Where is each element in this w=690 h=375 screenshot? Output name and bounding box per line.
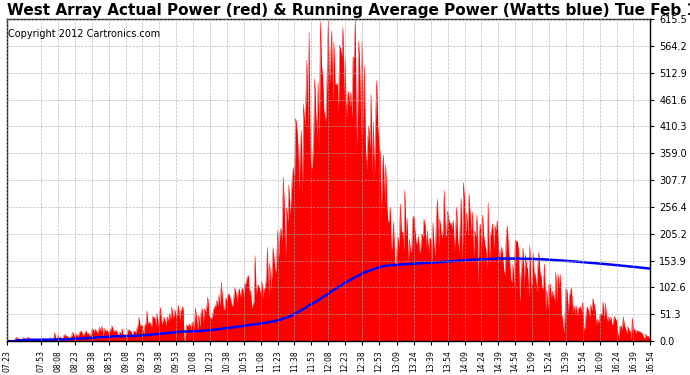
Text: West Array Actual Power (red) & Running Average Power (Watts blue) Tue Feb 14 17: West Array Actual Power (red) & Running …	[8, 3, 690, 18]
Text: Copyright 2012 Cartronics.com: Copyright 2012 Cartronics.com	[8, 28, 160, 39]
